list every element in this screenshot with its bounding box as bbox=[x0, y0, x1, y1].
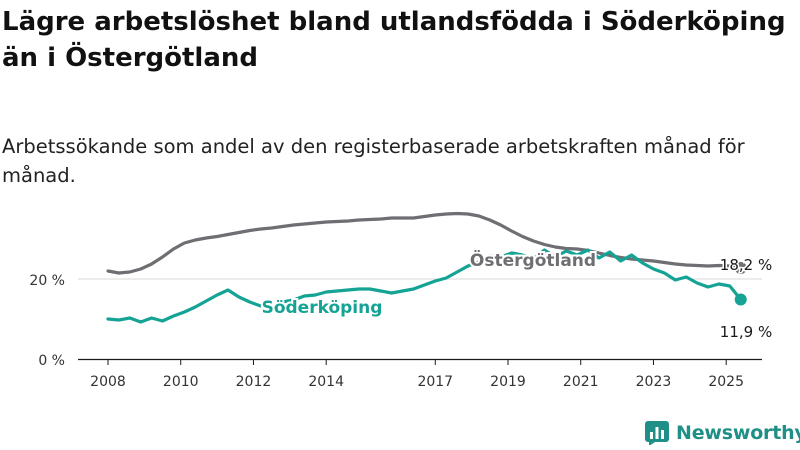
x-tick-label-2017: 2017 bbox=[417, 374, 453, 390]
y-tick-label-20: 20 % bbox=[29, 273, 65, 289]
y-tick-label-0: 0 % bbox=[38, 353, 65, 369]
series-name-label-s-derk-ping: Söderköping bbox=[262, 298, 383, 318]
y-tick-labels: 20 % 0 % bbox=[29, 273, 65, 369]
chart-subtitle: Arbetssökande som andel av den registerb… bbox=[2, 135, 745, 187]
x-tick-label-2023: 2023 bbox=[636, 374, 672, 390]
x-axis-ticks: 2008 2010 2012 2014 2017 2019 2021 2023 2025 bbox=[90, 359, 744, 390]
series-line-s-derk-ping bbox=[106, 248, 743, 324]
series-end-marker-sterg-tland bbox=[734, 262, 747, 274]
x-tick-label-2014: 2014 bbox=[308, 374, 344, 390]
series-name-label-sterg-tland: Östergötland bbox=[470, 249, 596, 271]
x-tick-label-2008: 2008 bbox=[90, 374, 126, 390]
x-tick-label-2019: 2019 bbox=[490, 374, 526, 390]
series-lines bbox=[106, 211, 747, 324]
series-end-marker-s-derk-ping bbox=[734, 293, 747, 306]
x-tick-label-2025: 2025 bbox=[708, 374, 744, 390]
x-tick-label-2021: 2021 bbox=[563, 374, 599, 390]
newsworthy-logo: Newsworthy bbox=[645, 420, 800, 446]
brand-name: Newsworthy bbox=[676, 422, 800, 444]
x-tick-label-2010: 2010 bbox=[163, 374, 199, 390]
x-tick-label-2012: 2012 bbox=[236, 374, 272, 390]
series-end-value-label-sterg-tland: 18,2 % bbox=[720, 256, 772, 274]
series-end-value-label-s-derk-ping: 11,9 % bbox=[720, 323, 772, 341]
series-labels: Östergötland 18,2 % Söderköping 11,9 % bbox=[260, 247, 774, 343]
bar-chart-logo-icon bbox=[645, 421, 669, 445]
chart-title: Lägre arbetslöshet bland utlandsfödda i … bbox=[2, 7, 786, 73]
